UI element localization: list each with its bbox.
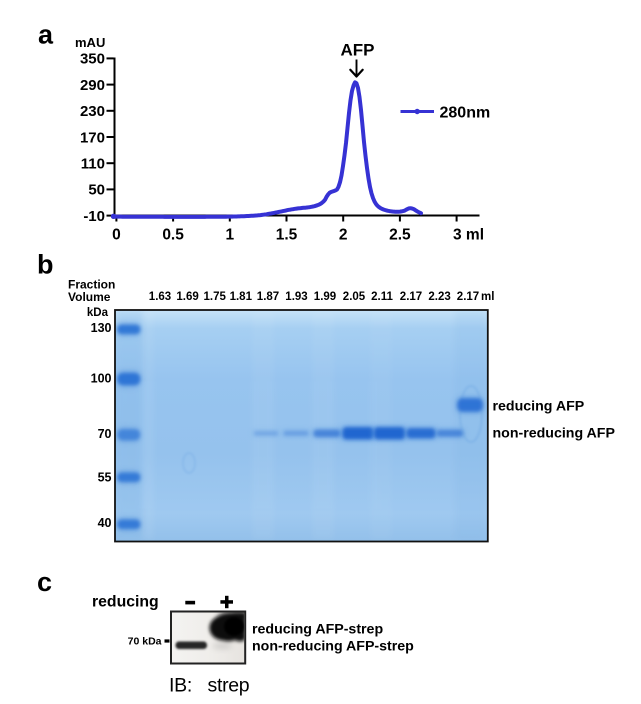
svg-text:0.5: 0.5 [162, 227, 184, 244]
svg-text:reducing: reducing [92, 594, 159, 611]
svg-text:290: 290 [80, 77, 105, 94]
svg-text:170: 170 [80, 129, 105, 146]
svg-text:130: 130 [91, 321, 112, 335]
svg-text:reducing AFP-strep: reducing AFP-strep [252, 622, 383, 638]
svg-text:b: b [37, 250, 54, 280]
svg-text:IB:: IB: [169, 675, 192, 697]
svg-text:kDa: kDa [87, 307, 109, 319]
svg-text:1.5: 1.5 [276, 227, 298, 244]
svg-text:a: a [38, 20, 54, 50]
svg-text:-10: -10 [83, 208, 105, 225]
svg-text:Volume: Volume [68, 290, 111, 304]
svg-text:0: 0 [112, 227, 121, 244]
svg-text:350: 350 [80, 51, 105, 68]
svg-text:70: 70 [98, 427, 112, 441]
svg-text:1: 1 [225, 227, 234, 244]
svg-text:1.93: 1.93 [285, 291, 307, 303]
svg-text:40: 40 [98, 516, 112, 530]
svg-text:1.63: 1.63 [149, 291, 171, 303]
svg-text:230: 230 [80, 103, 105, 120]
svg-text:c: c [37, 567, 52, 597]
svg-text:2: 2 [339, 227, 348, 244]
svg-text:2.05: 2.05 [343, 291, 366, 303]
svg-text:strep: strep [208, 675, 250, 697]
svg-text:AFP: AFP [341, 41, 375, 60]
svg-text:2.17: 2.17 [457, 291, 479, 303]
svg-text:mAU: mAU [75, 35, 105, 50]
svg-text:2.5: 2.5 [389, 227, 411, 244]
svg-text:1.87: 1.87 [257, 291, 279, 303]
svg-text:1.69: 1.69 [176, 291, 198, 303]
svg-text:1.99: 1.99 [314, 291, 336, 303]
svg-text:55: 55 [98, 470, 112, 484]
svg-text:1.81: 1.81 [230, 291, 253, 303]
svg-text:2.11: 2.11 [371, 291, 393, 303]
svg-text:reducing AFP: reducing AFP [493, 399, 585, 415]
svg-text:non-reducing AFP-strep: non-reducing AFP-strep [252, 639, 414, 655]
svg-text:50: 50 [88, 182, 105, 199]
svg-text:ml: ml [481, 291, 494, 303]
svg-text:3 ml: 3 ml [453, 227, 484, 244]
svg-text:280nm: 280nm [440, 105, 491, 122]
svg-text:2.23: 2.23 [428, 291, 450, 303]
svg-text:Fraction: Fraction [68, 278, 115, 292]
svg-text:1.75: 1.75 [204, 291, 227, 303]
svg-text:70 kDa: 70 kDa [128, 636, 162, 648]
svg-text:non-reducing AFP: non-reducing AFP [493, 426, 615, 442]
svg-text:100: 100 [91, 371, 112, 385]
svg-text:110: 110 [81, 156, 105, 173]
svg-text:2.17: 2.17 [400, 291, 422, 303]
